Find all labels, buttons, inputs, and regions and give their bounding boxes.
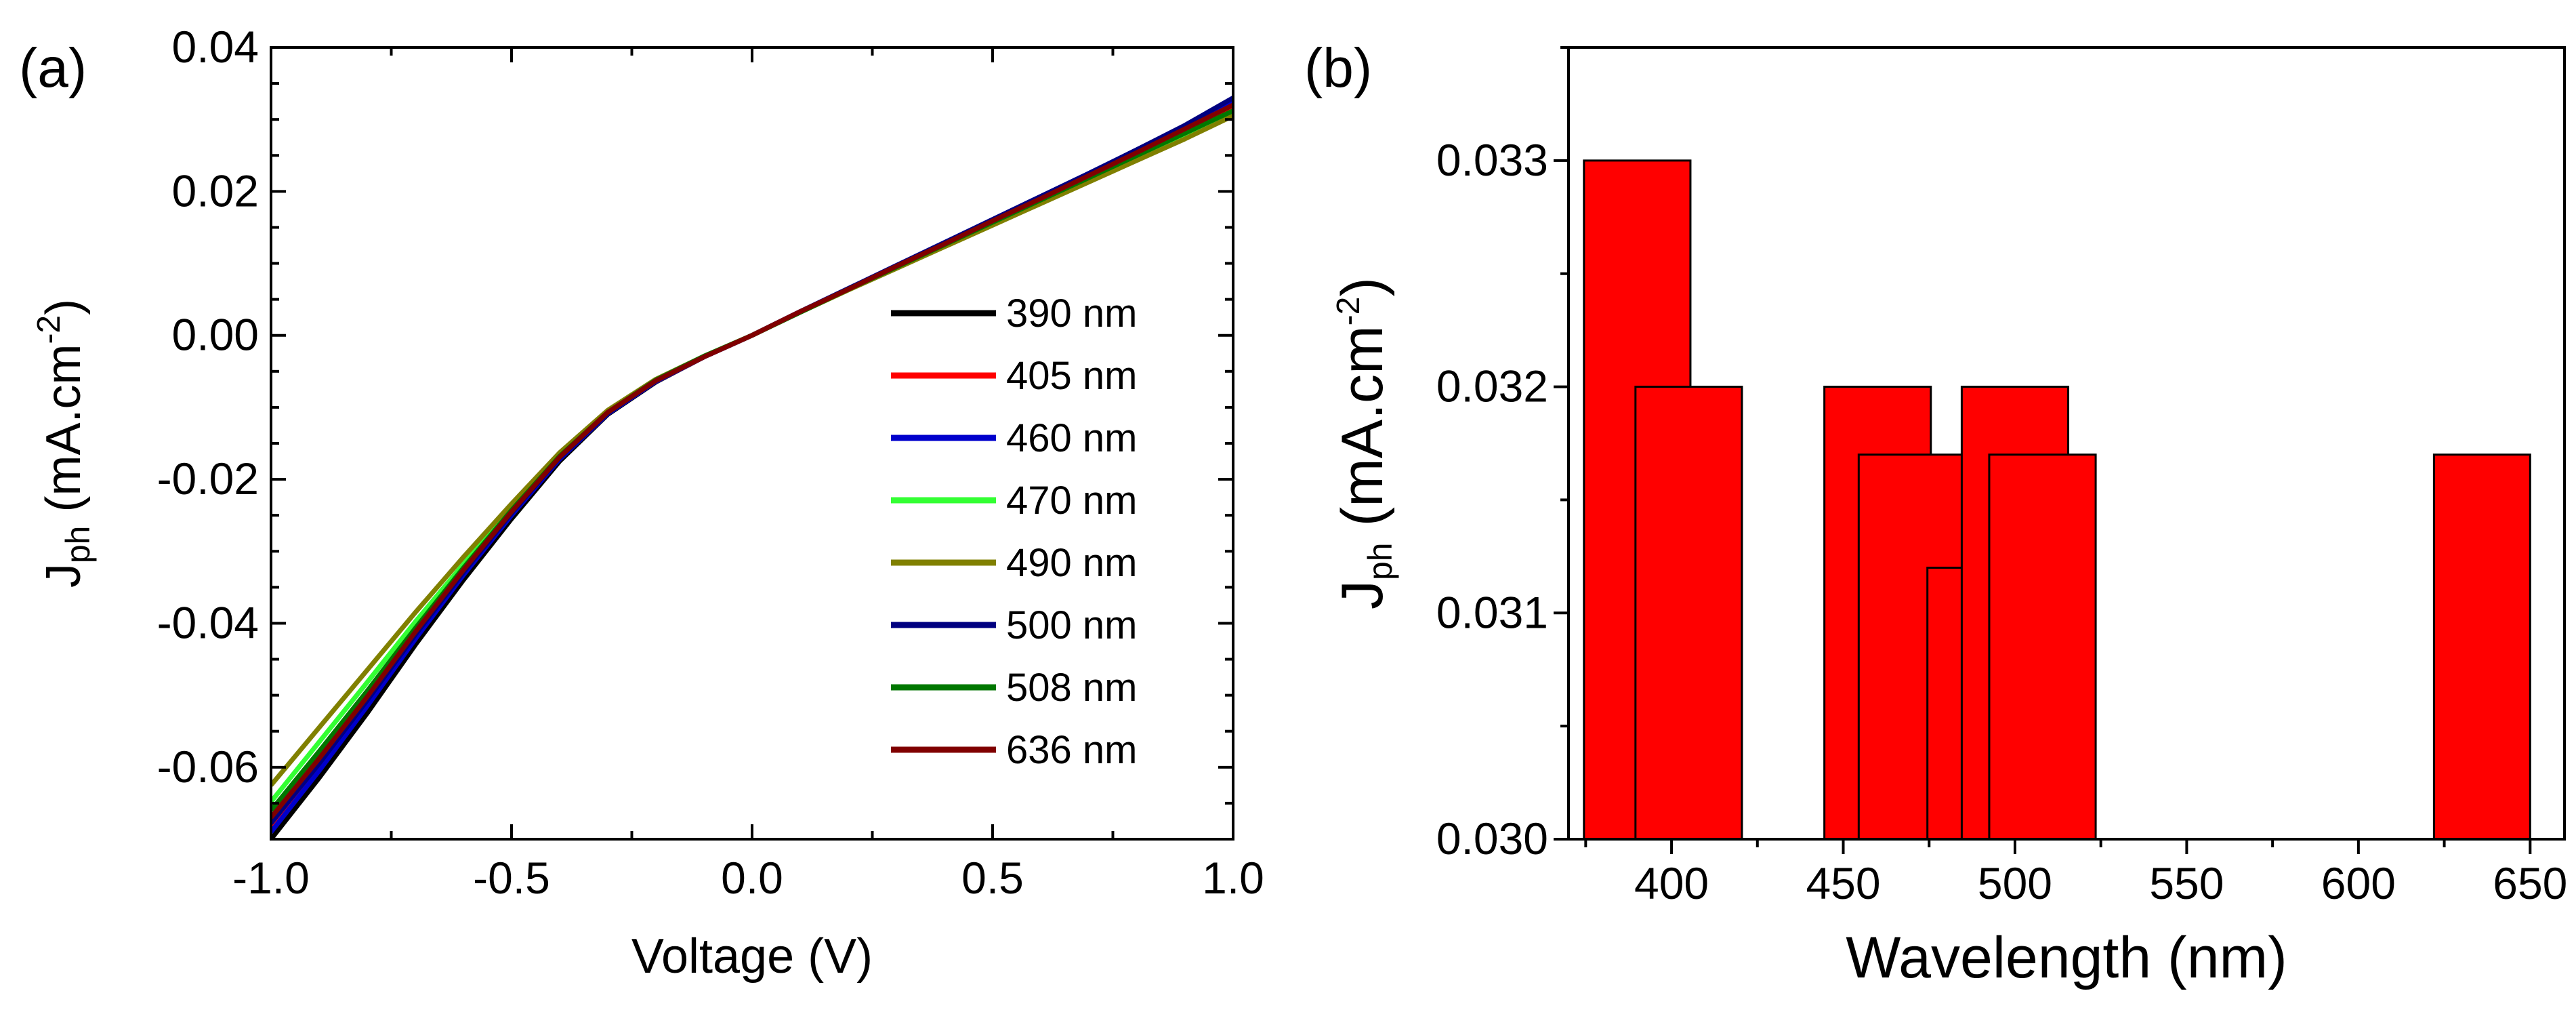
panel-b-frame [1567, 46, 2566, 841]
panel-a-y-tick-label: 0.00 [172, 310, 259, 360]
panel-b-label: (b) [1304, 37, 1372, 99]
panel-a-x-tick-label: -1.0 [232, 853, 310, 903]
legend-entry-label: 508 nm [1006, 666, 1137, 710]
panel-a-series-group [271, 96, 1233, 839]
panel-b-bars-group [1583, 159, 2531, 841]
panel-a-y-tick-label: 0.04 [172, 22, 259, 72]
legend-entry-label: 470 nm [1006, 479, 1137, 523]
panel-b-y-tick-label: 0.032 [1436, 361, 1548, 411]
bar-480-nm [1926, 567, 1966, 841]
panel-b-x-tick-label: 450 [1806, 858, 1880, 908]
panel-b-y-axis-label: Jph (mA.cm-2) [1330, 277, 1399, 609]
panel-b-y-tick-label: 0.031 [1436, 587, 1548, 637]
panel-a-y-axis-label: Jph (mA.cm-2) [31, 299, 97, 588]
panel-b-x-axis-label: Wavelength (nm) [1846, 925, 2287, 990]
panel-a-x-tick-label: 1.0 [1202, 853, 1264, 903]
panel-b-x-tick-label: 600 [2321, 858, 2396, 908]
bar-508-nm [1988, 453, 2097, 841]
legend-entry-label: 405 nm [1006, 354, 1137, 398]
panel-b-y-tick-label: 0.030 [1436, 813, 1548, 864]
series-line-460-nm [271, 99, 1233, 834]
series-line-500-nm [271, 96, 1233, 825]
panel-a-label: (a) [19, 37, 87, 99]
panel-a-legend: 390 nm 405 nm 460 nm 470 nm 490 nm 500 nm 508 … [891, 291, 1137, 772]
series-line-636-nm [271, 102, 1233, 820]
panel-b-x-tick-label: 400 [1634, 858, 1709, 908]
bar-405-nm [1634, 386, 1743, 841]
legend-entry-label: 500 nm [1006, 603, 1137, 647]
legend-entry-label: 460 nm [1006, 416, 1137, 460]
panel-b-bar-chart: (b) 400 450 500 550 600 650 0.030 0.031 0.032 0.0… [1304, 37, 2567, 990]
panel-a-y-tick-label: 0.02 [172, 165, 259, 216]
panel-a-x-tick-label: -0.5 [473, 853, 550, 903]
panel-a-x-axis-label: Voltage (V) [631, 929, 873, 984]
panel-b-x-tick-label: 550 [2149, 858, 2224, 908]
panel-a-line-chart: (a) -1.0 -0.5 0.0 0.5 1.0 -0.06 -0.04 -0.02 0.00… [19, 22, 1264, 984]
panel-a-x-tick-label: 0.0 [721, 853, 783, 903]
bar-636-nm [2432, 453, 2531, 841]
panel-a-x-tick-label: 0.5 [961, 853, 1024, 903]
panel-b-x-tick-label: 500 [1978, 858, 2052, 908]
panel-b-y-tick-label: 0.033 [1436, 135, 1548, 185]
series-line-405-nm [271, 106, 1233, 830]
legend-entry-label: 390 nm [1006, 291, 1137, 336]
legend-entry-label: 636 nm [1006, 728, 1137, 772]
panel-a-y-tick-label: -0.02 [157, 453, 259, 504]
legend-entry-label: 490 nm [1006, 541, 1137, 585]
panel-b-x-tick-label: 650 [2493, 858, 2567, 908]
panel-a-y-tick-label: -0.04 [157, 597, 259, 647]
panel-a-y-tick-label: -0.06 [157, 742, 259, 792]
